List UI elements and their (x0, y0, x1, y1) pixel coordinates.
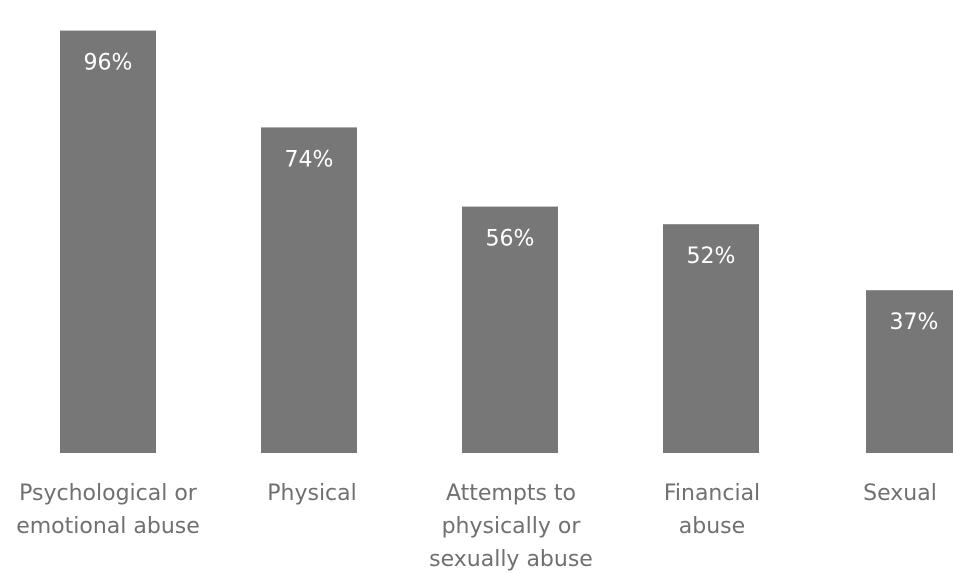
category-label-line: Psychological or (19, 481, 198, 506)
category-label-line: Financial (664, 481, 760, 506)
bar-4 (663, 224, 759, 453)
value-label-3: 56% (486, 227, 535, 252)
bars-group (60, 30, 953, 454)
category-label-line: Attempts to (446, 481, 576, 506)
category-label-2: Physical (267, 481, 357, 506)
category-label-line: Physical (267, 481, 357, 506)
bar-1 (60, 30, 156, 453)
category-label-line: sexually abuse (429, 547, 593, 572)
value-label-1: 96% (84, 51, 133, 76)
category-label-line: physically or (442, 514, 582, 539)
bar-3 (462, 206, 558, 453)
category-label-4: Financial abuse (664, 481, 760, 539)
bar-2 (261, 127, 357, 454)
category-label-line: Sexual (863, 481, 937, 506)
value-label-2: 74% (285, 147, 334, 172)
category-label-1: Psychological or emotional abuse (16, 481, 200, 539)
category-labels-group: Psychological or emotional abuse Physical A… (16, 481, 937, 572)
category-label-line: emotional abuse (16, 514, 200, 539)
category-label-3: Attempts to physically or sexually abuse (429, 481, 593, 572)
bar-5 (866, 290, 953, 453)
value-labels-group: 96% 74% 56% 52% 37% (84, 51, 939, 336)
value-label-4: 52% (687, 244, 736, 269)
category-label-line: abuse (679, 514, 745, 539)
category-label-5: Sexual (863, 481, 937, 506)
value-label-5: 37% (890, 310, 939, 335)
